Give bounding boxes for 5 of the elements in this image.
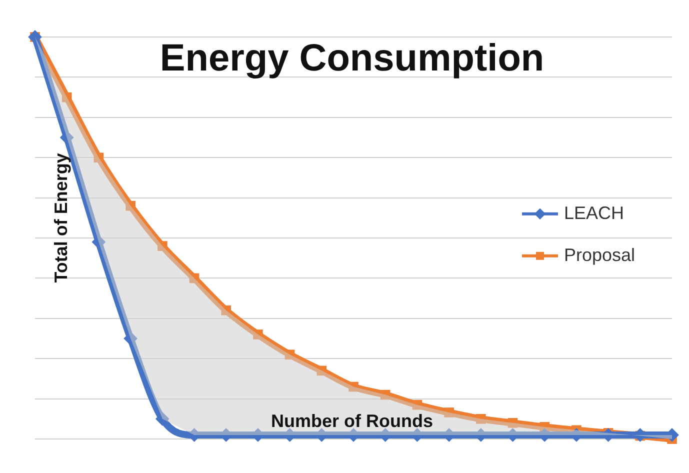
legend-label: Proposal	[564, 244, 636, 265]
y-axis-title: Total of Energy	[50, 153, 71, 283]
x-axis-title: Number of Rounds	[271, 410, 433, 431]
legend-label: LEACH	[564, 202, 624, 223]
chart-title: Energy Consumption	[160, 37, 544, 80]
